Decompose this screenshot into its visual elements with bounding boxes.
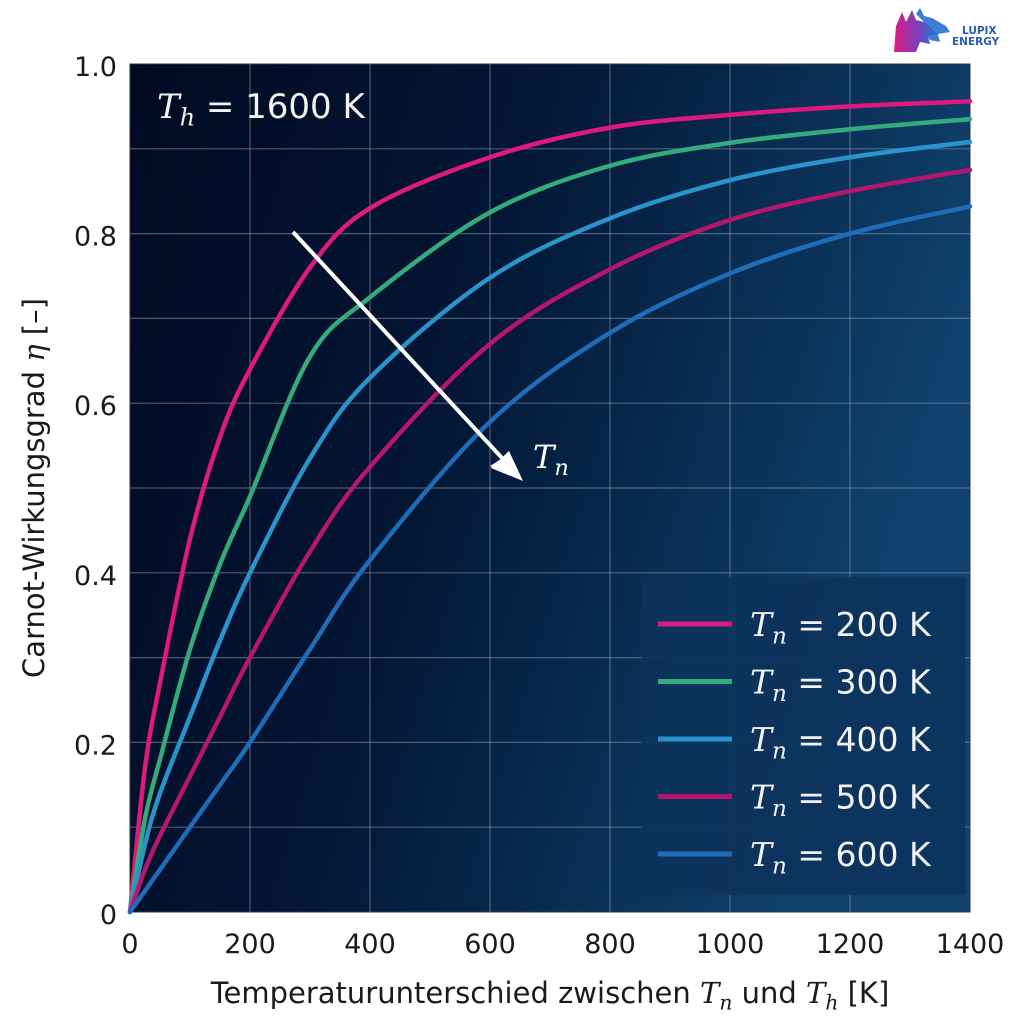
x-tick-label: 800 — [584, 929, 636, 960]
series-line-1 — [127, 99, 973, 915]
legend-label-5: Tn = 600 K — [750, 835, 932, 879]
legend-label-2: Tn = 300 K — [750, 663, 932, 707]
logo-line-2: ENERGY — [952, 36, 1000, 48]
x-tick-label: 200 — [224, 929, 276, 960]
x-tick-label: 1200 — [816, 929, 885, 960]
y-tick-label: 1.0 — [74, 52, 117, 83]
x-tick-label: 0 — [121, 929, 138, 960]
logo-line-1: LUPIX — [962, 25, 997, 37]
th-annotation: Th = 1600 K — [157, 87, 366, 131]
x-tick-label: 1000 — [696, 929, 765, 960]
x-axis-ticks: 0 200 400 600 800 1000 1200 1400 — [121, 929, 1004, 960]
series-line-3 — [127, 139, 973, 915]
x-tick-label: 1400 — [936, 929, 1005, 960]
y-tick-label: 0 — [100, 900, 117, 931]
trend-arrow: Tn — [291, 230, 569, 481]
y-tick-label: 0.6 — [74, 391, 117, 422]
th-label: Th = 1600 K — [157, 87, 366, 131]
series-line-2 — [127, 116, 973, 915]
x-tick-label: 600 — [464, 929, 516, 960]
legend-label-4: Tn = 500 K — [750, 778, 932, 822]
y-tick-label: 0.2 — [74, 730, 117, 761]
arrow-head-fill — [491, 451, 523, 481]
series-line-4 — [127, 167, 973, 915]
y-axis-title: Carnot-Wirkungsgrad η [–] — [17, 298, 51, 678]
arrow-label: Tn — [533, 438, 569, 481]
lupix-energy-logo: LUPIX ENERGY — [890, 4, 1020, 60]
arrow-shaft — [291, 230, 517, 474]
y-axis-ticks: 0 0.2 0.4 0.6 0.8 1.0 — [74, 52, 117, 931]
wolf-logo-icon — [894, 8, 950, 52]
logo-text: LUPIX ENERGY — [952, 26, 999, 48]
x-tick-label: 400 — [344, 929, 396, 960]
data-series — [127, 99, 973, 915]
axis-titles: Temperaturunterschied zwischen Tn und Th… — [17, 298, 889, 1014]
y-tick-label: 0.4 — [74, 561, 117, 592]
series-line-5 — [127, 204, 973, 915]
legend-label-3: Tn = 400 K — [750, 720, 932, 764]
legend: Tn = 200 K Tn = 300 K Tn = 400 K Tn = 500 K… — [641, 577, 965, 895]
y-axis-title-group: Carnot-Wirkungsgrad η [–] — [17, 298, 51, 678]
legend-label-1: Tn = 200 K — [750, 605, 932, 649]
legend-box — [641, 577, 965, 895]
x-axis-title: Temperaturunterschied zwischen Tn und Th… — [210, 976, 890, 1014]
y-tick-label: 0.8 — [74, 222, 117, 253]
